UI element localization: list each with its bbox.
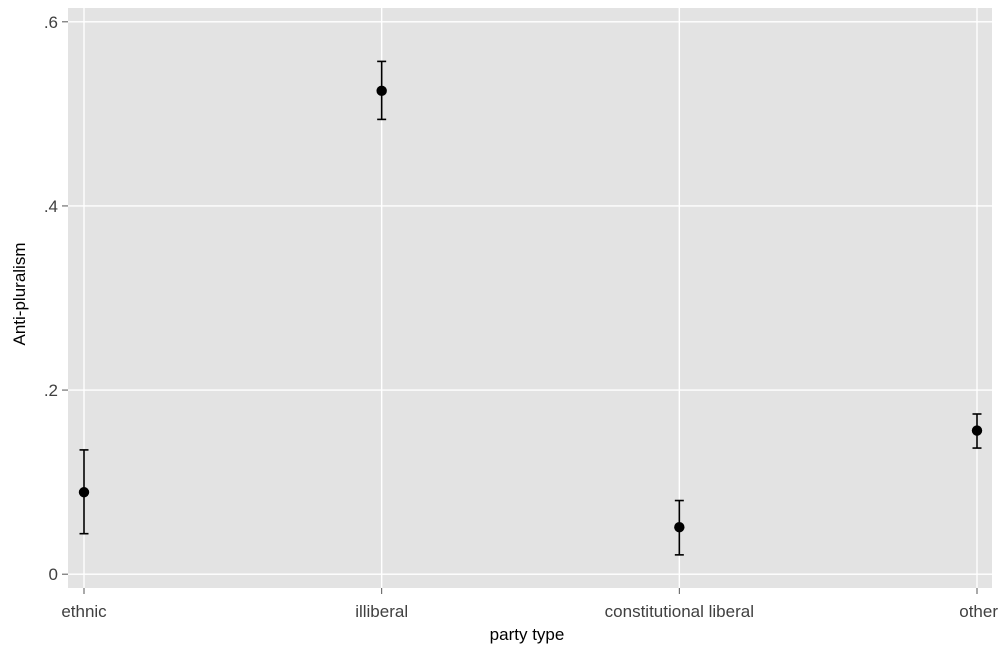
x-tick-label: constitutional liberal — [605, 602, 754, 621]
x-tick-label: ethnic — [61, 602, 107, 621]
data-point — [971, 425, 983, 436]
x-tick-label: illiberal — [355, 602, 408, 621]
data-point-group — [674, 499, 685, 556]
data-marks — [78, 60, 983, 556]
y-tick-label: .6 — [44, 13, 58, 32]
data-point-group — [376, 60, 387, 121]
data-point — [376, 85, 387, 97]
data-point — [78, 487, 90, 498]
y-tick-label: 0 — [49, 565, 58, 584]
axes: 0 .2 .4 .6 ethnic illiberal constitutional lib… — [44, 13, 999, 621]
y-axis-label: Anti-pluralism — [10, 243, 29, 346]
y-tick-label: .2 — [44, 381, 58, 400]
x-axis-label: party type — [490, 625, 565, 644]
data-point-group — [78, 449, 90, 535]
y-tick-label: .4 — [44, 197, 58, 216]
data-point — [674, 522, 685, 533]
x-tick-label: other — [959, 602, 998, 621]
data-point-group — [971, 413, 983, 449]
plot-panel — [68, 8, 992, 588]
